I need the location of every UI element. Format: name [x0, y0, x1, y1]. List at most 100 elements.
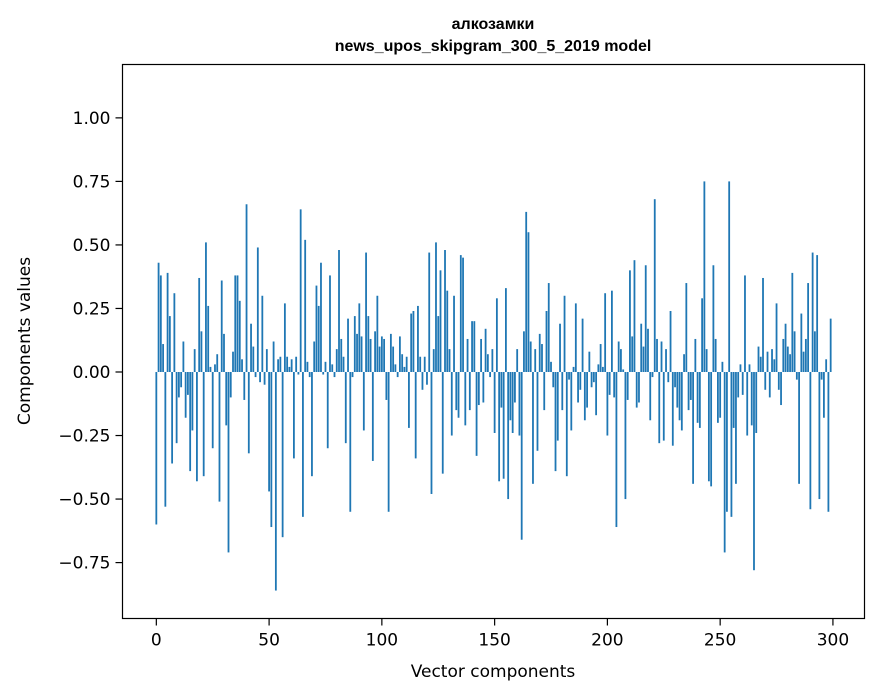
bar [457, 372, 460, 418]
bar [218, 372, 221, 502]
bar [401, 354, 404, 372]
bar [365, 252, 367, 372]
bar [263, 372, 266, 385]
bar [455, 372, 458, 411]
bar [541, 344, 543, 372]
bar [827, 372, 830, 512]
bar [162, 344, 164, 372]
bar [500, 372, 503, 408]
bar [367, 316, 370, 372]
bar [802, 351, 805, 372]
bar [320, 262, 322, 372]
bar [182, 341, 185, 372]
bar [811, 252, 814, 372]
bar [338, 250, 340, 372]
bar [232, 351, 234, 372]
bar [629, 270, 631, 372]
bar [446, 290, 449, 372]
bar [804, 338, 807, 372]
bar [581, 318, 584, 372]
x-tick-label: 200 [591, 631, 623, 651]
bar [329, 275, 331, 372]
bar [495, 298, 498, 372]
bar [590, 372, 593, 388]
bar [620, 349, 622, 372]
bar [274, 372, 277, 591]
bar [807, 283, 810, 372]
bar [732, 372, 735, 428]
bar [730, 372, 733, 517]
bar [608, 372, 611, 395]
bar [516, 349, 519, 372]
bar [678, 372, 681, 421]
bar [775, 303, 778, 372]
bar [229, 372, 232, 398]
bar [714, 338, 717, 372]
bar [671, 372, 674, 446]
bar [383, 338, 386, 372]
bar [353, 316, 356, 372]
bar [299, 209, 302, 372]
bar [374, 331, 376, 372]
bar [601, 366, 604, 372]
bar [482, 372, 485, 403]
bar [344, 372, 347, 444]
bar [236, 275, 239, 372]
bar [577, 372, 579, 403]
bar [759, 356, 762, 372]
bar [410, 313, 413, 372]
bar [658, 372, 661, 444]
bar [189, 372, 192, 472]
bar [247, 372, 250, 454]
bar [793, 331, 796, 372]
bar [306, 361, 309, 372]
x-axis-label: Vector components [411, 662, 576, 682]
bar [259, 372, 261, 383]
y-tick-label: −0.50 [58, 490, 110, 510]
bar [635, 372, 638, 408]
bar [768, 372, 771, 398]
bar [615, 372, 618, 528]
bar [717, 372, 719, 423]
bar [324, 361, 327, 372]
bar [466, 338, 469, 372]
bar [295, 356, 298, 372]
bar [376, 295, 379, 372]
bar [649, 372, 652, 421]
bar [694, 338, 697, 372]
bar [177, 372, 180, 398]
bar [644, 265, 647, 372]
bar [414, 372, 417, 459]
bar [795, 372, 798, 380]
bar [726, 372, 728, 512]
bar [696, 372, 699, 423]
bar [356, 333, 358, 372]
bar [437, 316, 440, 372]
bar [168, 316, 171, 372]
bar [622, 369, 625, 372]
bar [265, 349, 268, 372]
bar [441, 372, 444, 474]
bar [728, 181, 731, 372]
bar [543, 372, 546, 411]
bar [685, 283, 688, 372]
bar [698, 372, 701, 428]
bar [638, 372, 640, 403]
bar [392, 346, 395, 372]
bar [435, 242, 437, 372]
bar [205, 242, 207, 372]
bar [340, 338, 343, 372]
x-axis-ticks: 0 50 100 150 200 250 300 [151, 618, 849, 651]
bar [771, 349, 773, 372]
bar [592, 372, 595, 383]
bar [737, 372, 740, 398]
bar [748, 364, 751, 372]
bar [173, 293, 176, 372]
bar [502, 372, 505, 479]
bar [297, 372, 300, 375]
bar [238, 300, 241, 372]
bar [750, 372, 753, 426]
bar [660, 341, 663, 372]
bar [198, 277, 201, 372]
bar [604, 293, 607, 372]
